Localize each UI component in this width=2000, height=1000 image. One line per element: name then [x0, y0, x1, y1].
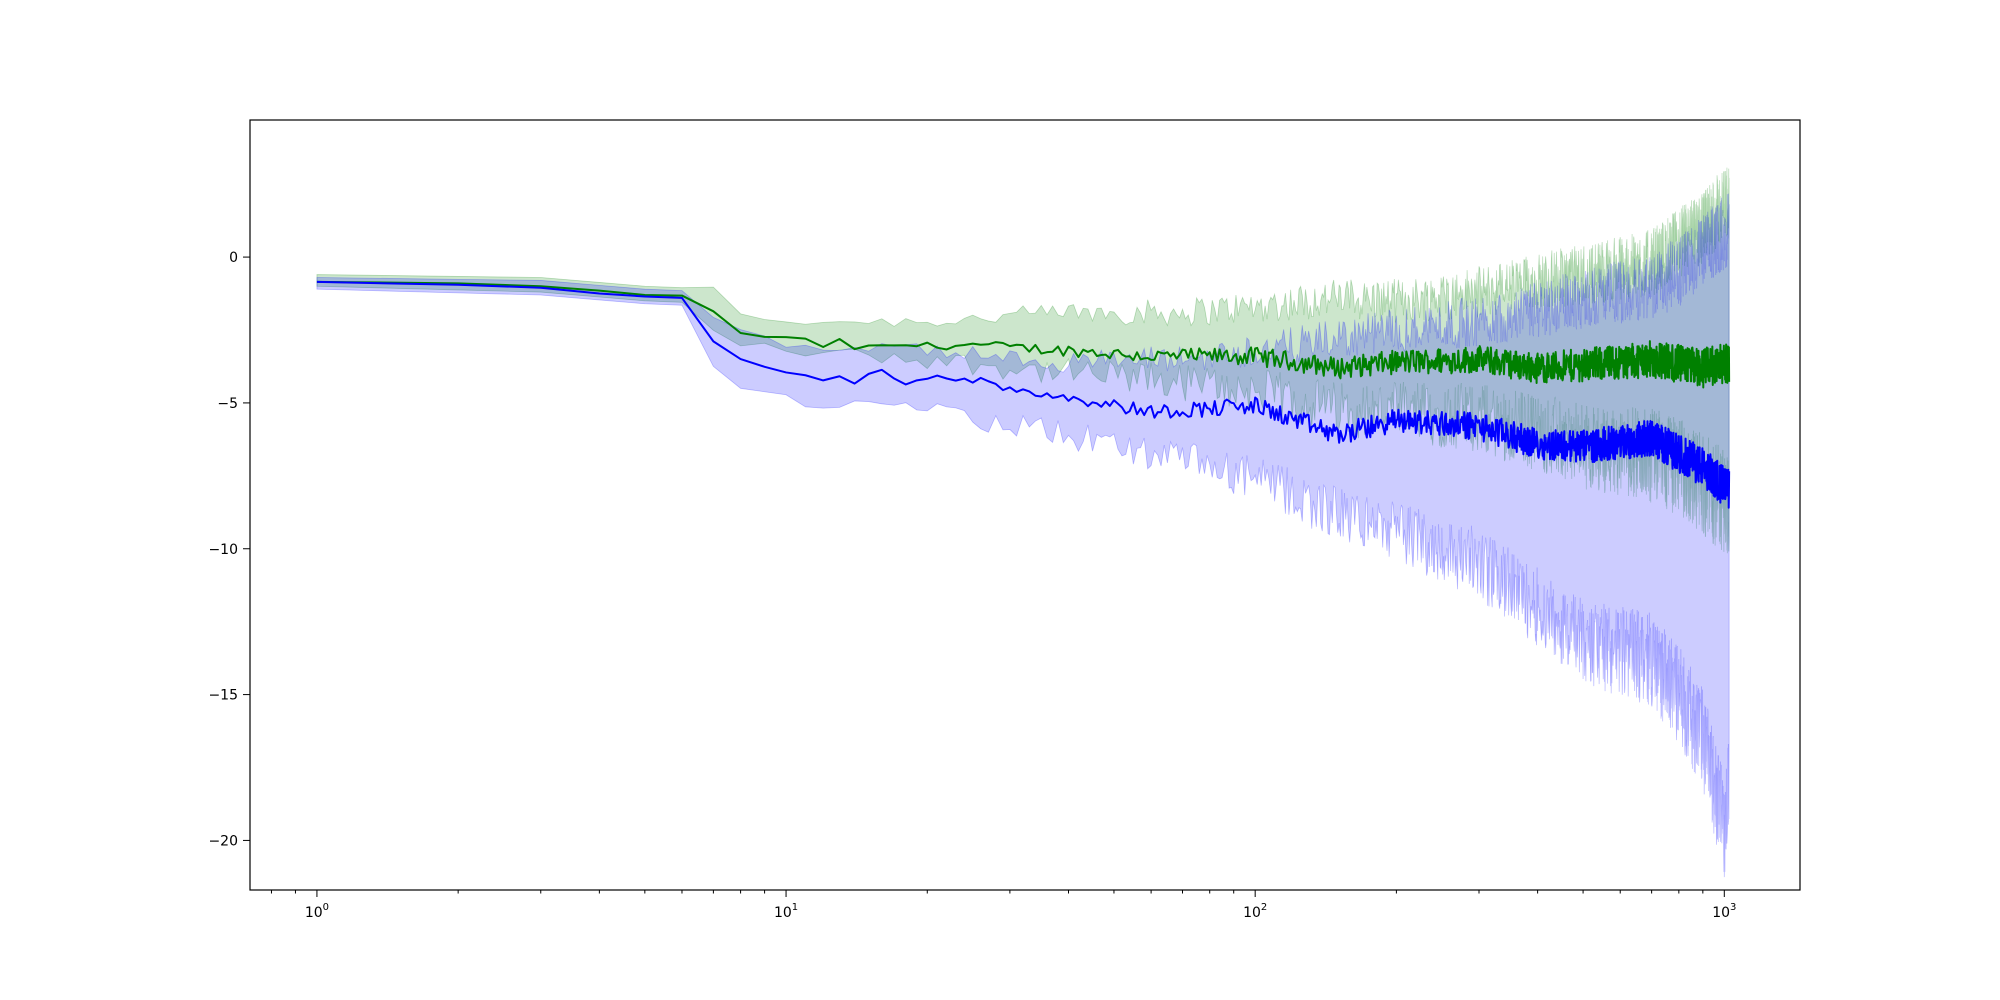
series-lines [316, 280, 1731, 509]
y-tick-label: 0 [229, 250, 238, 266]
y-tick-label: −5 [217, 396, 238, 412]
y-tick-label: −20 [208, 833, 238, 849]
x-tick-label: 103 [1712, 902, 1736, 921]
x-tick-label: 100 [305, 902, 329, 921]
y-tick-label: −10 [208, 542, 238, 558]
line-series-2 [316, 280, 1731, 509]
line-series-1 [316, 280, 1731, 389]
x-tick-label: 102 [1243, 902, 1267, 921]
plot-frame [249, 119, 1801, 891]
x-tick-label: 101 [774, 902, 798, 921]
y-tick-label: −15 [208, 688, 238, 704]
y-axis: 0 −5 −10 −15 −20 [208, 250, 250, 849]
x-axis: 100 101 102 103 [270, 890, 1736, 921]
